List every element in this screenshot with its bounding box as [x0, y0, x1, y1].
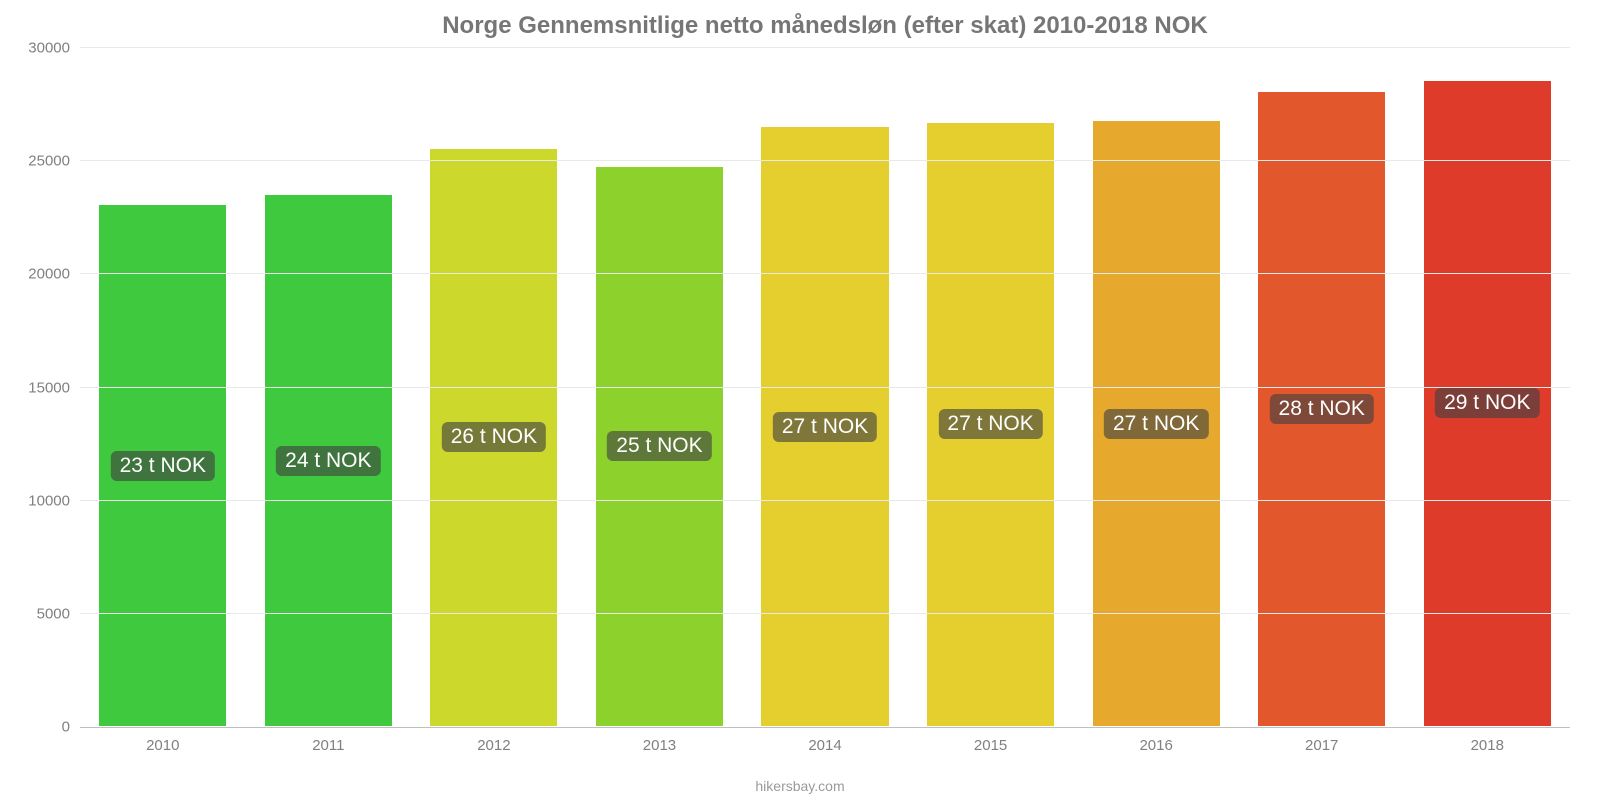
bar-value-badge: 24 t NOK [276, 446, 380, 476]
bar-value-badge: 26 t NOK [442, 422, 546, 452]
bar-value-badge: 27 t NOK [773, 412, 877, 442]
x-tick-label: 2014 [808, 727, 841, 754]
y-tick-label: 10000 [28, 492, 80, 509]
bar-value-badge: 25 t NOK [607, 431, 711, 461]
chart-title: Norge Gennemsnitlige netto månedsløn (ef… [80, 12, 1570, 40]
x-tick-label: 2010 [146, 727, 179, 754]
x-tick-label: 2017 [1305, 727, 1338, 754]
bar-value-badge: 27 t NOK [1104, 409, 1208, 439]
source-attribution: hikersbay.com [755, 778, 844, 794]
bar-slot: 27 t NOK2014 [742, 48, 908, 727]
x-tick-label: 2016 [1139, 727, 1172, 754]
x-tick-label: 2018 [1471, 727, 1504, 754]
y-tick-label: 25000 [28, 153, 80, 170]
bar-slot: 27 t NOK2016 [1073, 48, 1239, 727]
bar-slot: 25 t NOK2013 [577, 48, 743, 727]
x-tick-label: 2015 [974, 727, 1007, 754]
bar-value-badge: 23 t NOK [111, 451, 215, 481]
y-tick-label: 5000 [37, 605, 80, 622]
bar-value-badge: 29 t NOK [1435, 388, 1539, 418]
gridline [80, 387, 1570, 388]
bar-slot: 26 t NOK2012 [411, 48, 577, 727]
x-tick-label: 2012 [477, 727, 510, 754]
bar-slot: 29 t NOK2018 [1405, 48, 1571, 727]
y-tick-label: 20000 [28, 266, 80, 283]
gridline [80, 613, 1570, 614]
x-tick-label: 2013 [643, 727, 676, 754]
bar-slot: 24 t NOK2011 [246, 48, 412, 727]
plot-area: 23 t NOK201024 t NOK201126 t NOK201225 t… [80, 48, 1570, 728]
gridline [80, 47, 1570, 48]
gridline [80, 160, 1570, 161]
y-tick-label: 30000 [28, 40, 80, 57]
gridline [80, 273, 1570, 274]
bar-slot: 28 t NOK2017 [1239, 48, 1405, 727]
bar-slot: 27 t NOK2015 [908, 48, 1074, 727]
gridline [80, 500, 1570, 501]
bar-slot: 23 t NOK2010 [80, 48, 246, 727]
y-tick-label: 0 [62, 719, 80, 736]
bar-value-badge: 28 t NOK [1270, 394, 1374, 424]
salary-bar-chart: Norge Gennemsnitlige netto månedsløn (ef… [0, 0, 1600, 800]
bar-value-badge: 27 t NOK [938, 409, 1042, 439]
x-tick-label: 2011 [312, 727, 344, 754]
y-tick-label: 15000 [28, 379, 80, 396]
bars-container: 23 t NOK201024 t NOK201126 t NOK201225 t… [80, 48, 1570, 727]
